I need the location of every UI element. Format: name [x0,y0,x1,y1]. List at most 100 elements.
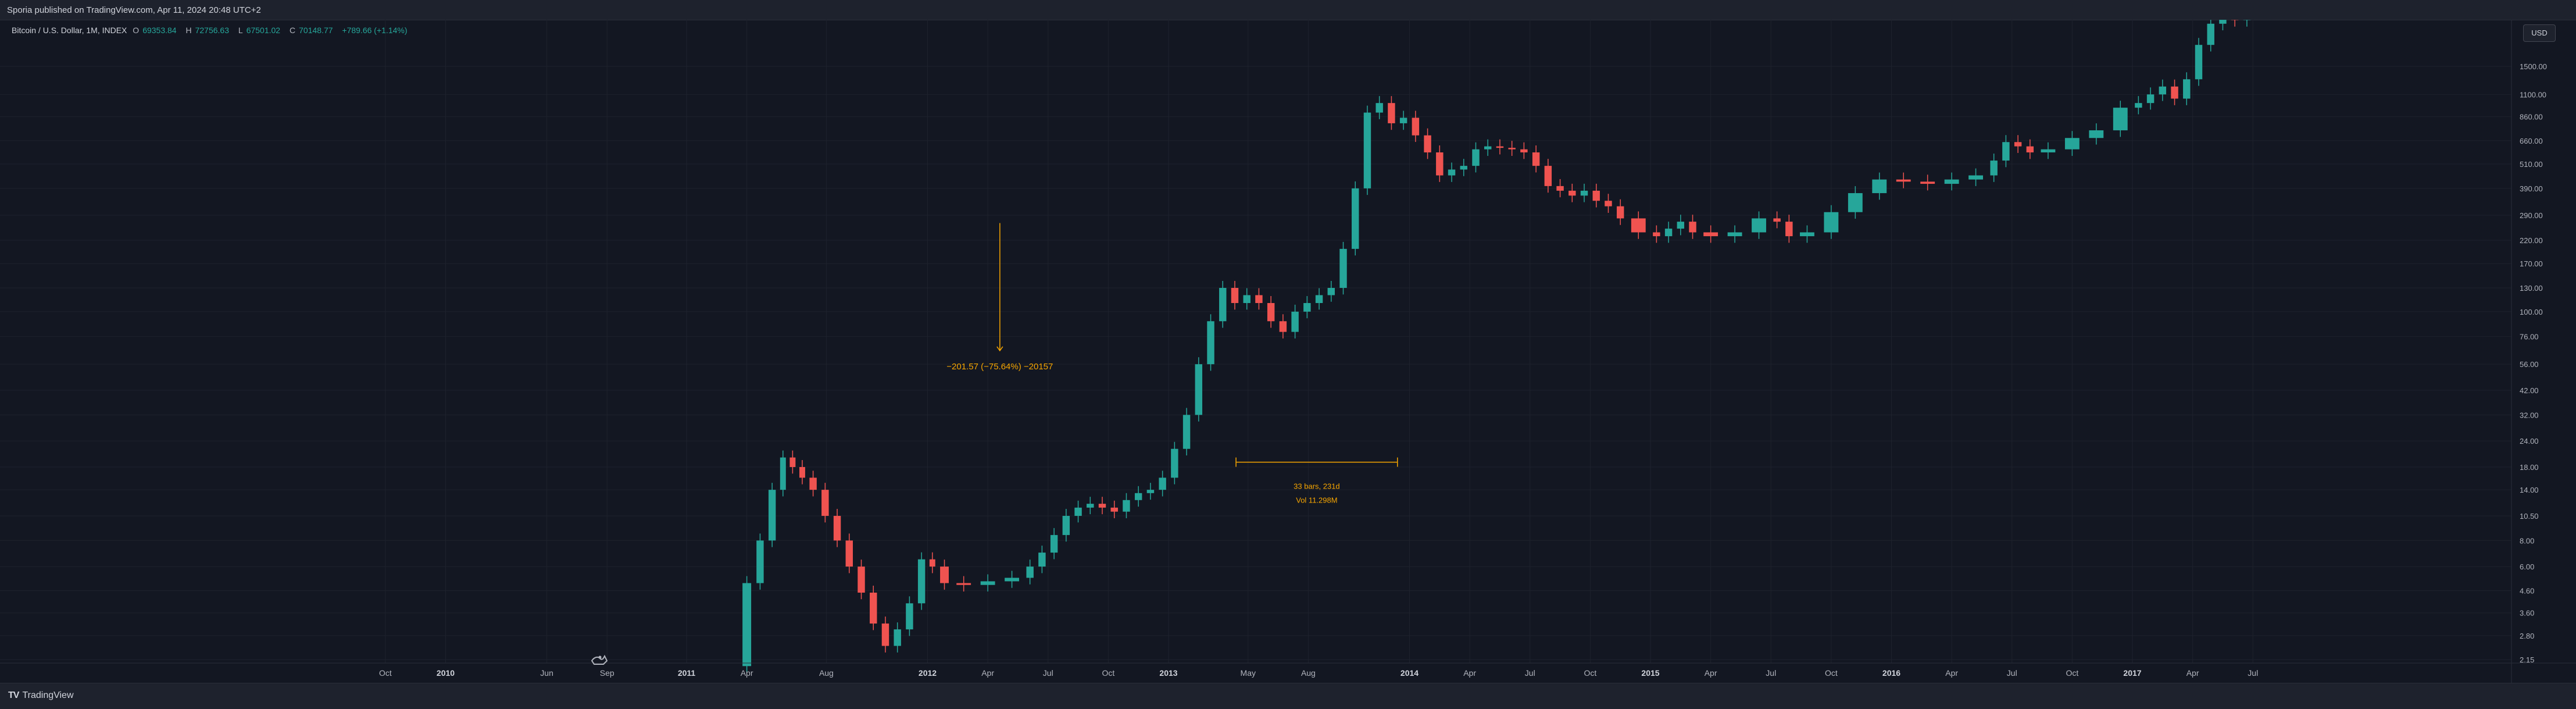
candle [981,574,995,592]
candle [1291,305,1298,339]
candle [1364,106,1371,195]
high-label: H [185,26,191,35]
candle [2147,87,2154,109]
candle [1038,546,1045,573]
tradingview-logo-icon: TV [8,690,19,701]
low-label: L [238,26,243,35]
candle [2014,135,2021,153]
price-tick-label: 2.15 [2520,655,2534,664]
time-tick-label: Apr [2186,668,2199,678]
candle [894,622,901,653]
candle [858,560,864,599]
price-tick-label: 8.00 [2520,536,2534,545]
time-tick-label: Oct [1825,668,1838,678]
candle [1063,509,1070,541]
time-tick-label: Apr [741,668,753,678]
time-tick-label: Oct [1102,668,1114,678]
candle [2195,38,2202,85]
candle [742,576,751,673]
time-tick-label: 2016 [1882,668,1900,678]
publisher-text: Sporia published on TradingView.com, Apr… [7,5,261,15]
candle [1328,281,1335,302]
candle [1436,145,1443,182]
candle [1872,173,1887,200]
time-tick-label: Apr [981,668,994,678]
time-tick-label: Aug [819,668,834,678]
candle [1752,211,1766,238]
candle [1207,314,1214,370]
candle [870,586,877,630]
candle [1352,181,1359,255]
candle [2089,123,2103,144]
candle [1303,296,1310,318]
brand-name: TradingView [22,690,73,700]
price-tick-label: 170.00 [2520,259,2543,268]
price-tick-label: 290.00 [2520,211,2543,220]
candle [780,451,786,497]
candle [1484,140,1491,156]
candle [1316,288,1323,309]
candle [1677,215,1684,235]
candle [1508,141,1515,156]
price-tick-label: 390.00 [2520,184,2543,193]
price-tick-label: 4.60 [2520,587,2534,596]
time-tick-label: Jul [2007,668,2017,678]
candle [789,451,795,474]
price-tick-label: 1500.00 [2520,62,2547,71]
price-tick-label: 76.00 [2520,333,2539,341]
time-tick-label: 2017 [2123,668,2141,678]
currency-button[interactable]: USD [2523,24,2556,42]
candle [1581,184,1588,202]
close-value: 70148.77 [299,26,333,35]
price-tick-label: 32.00 [2520,411,2539,419]
candle [1339,242,1346,294]
candle [2243,20,2250,27]
candle [1424,129,1431,159]
candle [1375,96,1382,119]
low-value: 67501.02 [246,26,280,35]
candle [769,483,776,547]
candle [1532,145,1539,172]
candle [906,596,913,636]
price-tick-label: 18.00 [2520,463,2539,472]
candle [1171,442,1178,484]
candle [1556,179,1563,197]
candle [1026,560,1033,585]
candle [956,576,971,592]
candle [1219,281,1226,328]
candle [2207,20,2214,51]
price-tick-label: 130.00 [2520,284,2543,293]
price-tick-label: 42.00 [2520,386,2539,395]
candle [821,483,828,522]
candle [2171,80,2178,105]
price-tick-label: 1100.00 [2520,90,2546,99]
price-tick-label: 14.00 [2520,486,2539,494]
time-tick-label: Jul [1766,668,1776,678]
candle [1159,471,1166,496]
price-tick-label: 510.00 [2520,160,2543,169]
candle [799,460,805,484]
candle [1123,493,1130,518]
candle [846,533,853,573]
change-value: +789.66 (+1.14%) [342,26,407,35]
candle [1593,184,1600,208]
candles [742,20,2250,673]
price-tick-label: 56.00 [2520,360,2539,369]
candle [1280,314,1287,339]
time-tick-label: May [1241,668,1256,678]
candle [1472,142,1479,173]
candle [918,553,925,610]
candle [940,560,949,590]
time-tick-label: Jul [1525,668,1535,678]
date-range-bars-label: 33 bars, 231d [1294,482,1340,491]
time-tick-label: Jun [540,668,553,678]
time-tick-label: Aug [1301,668,1316,678]
candle [1005,571,1019,587]
price-axis[interactable]: 2.152.803.604.606.008.0010.5014.0018.002… [2520,62,2547,664]
price-tick-label: 100.00 [2520,308,2543,316]
